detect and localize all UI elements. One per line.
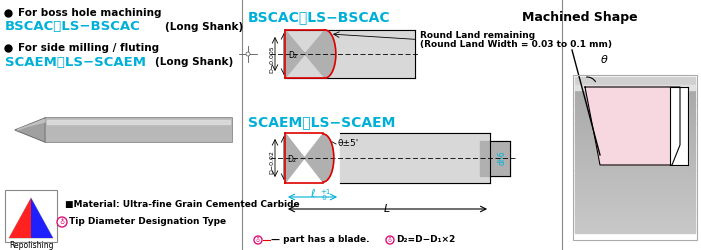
Polygon shape (575, 85, 695, 90)
Polygon shape (285, 133, 334, 183)
Text: For side milling / fluting: For side milling / fluting (18, 43, 159, 53)
Polygon shape (575, 77, 695, 90)
Text: ♁: ♁ (256, 237, 260, 243)
FancyBboxPatch shape (44, 118, 233, 142)
Polygon shape (575, 109, 695, 114)
Polygon shape (575, 218, 695, 223)
Text: 0: 0 (320, 195, 327, 201)
Polygon shape (575, 175, 695, 180)
Text: D−0.005: D−0.005 (269, 45, 275, 73)
Polygon shape (575, 156, 695, 162)
Polygon shape (575, 227, 695, 232)
Text: θ: θ (601, 55, 608, 65)
Polygon shape (575, 114, 695, 119)
Polygon shape (575, 152, 695, 157)
Text: D₂: D₂ (288, 52, 297, 60)
Polygon shape (285, 30, 336, 78)
Text: L: L (384, 204, 390, 214)
Text: D₂=D−D₁×2: D₂=D−D₁×2 (396, 236, 455, 244)
Polygon shape (575, 194, 695, 199)
Polygon shape (575, 166, 695, 171)
Polygon shape (575, 104, 695, 110)
Polygon shape (575, 137, 695, 142)
Polygon shape (575, 190, 695, 195)
Text: D₁+0.02: D₁+0.02 (287, 143, 293, 173)
Text: D₁+0.02: D₁+0.02 (287, 39, 293, 69)
Text: D−0.02: D−0.02 (269, 150, 275, 174)
Polygon shape (47, 120, 230, 124)
Text: D₂: D₂ (287, 156, 296, 164)
Text: Tip Diameter Designation Type: Tip Diameter Designation Type (69, 218, 226, 226)
Polygon shape (575, 199, 695, 204)
Text: Round Land remaining: Round Land remaining (420, 30, 535, 40)
Text: (Round Land Width = 0.03 to 0.1 mm): (Round Land Width = 0.03 to 0.1 mm) (420, 40, 612, 48)
Text: BSCAC／LS−BSCAC: BSCAC／LS−BSCAC (248, 10, 390, 24)
Text: +1: +1 (320, 189, 330, 195)
Polygon shape (340, 133, 490, 183)
Polygon shape (575, 222, 695, 228)
Polygon shape (575, 132, 695, 138)
Polygon shape (575, 170, 695, 176)
Polygon shape (575, 185, 695, 190)
Text: ♁: ♁ (60, 219, 64, 225)
Polygon shape (285, 30, 415, 78)
Text: (Long Shank): (Long Shank) (155, 57, 233, 67)
Text: Repolishing: Repolishing (8, 240, 53, 250)
Text: For boss hole machining: For boss hole machining (18, 8, 161, 18)
Polygon shape (575, 204, 695, 209)
Text: Corner Angle
Machining: Corner Angle Machining (597, 119, 674, 141)
Text: SCAEM／LS−SCAEM: SCAEM／LS−SCAEM (248, 115, 395, 129)
Text: ℓ: ℓ (310, 189, 314, 199)
Polygon shape (575, 213, 695, 218)
Text: (Long Shank): (Long Shank) (165, 22, 243, 32)
FancyBboxPatch shape (5, 190, 57, 242)
Polygon shape (575, 95, 695, 100)
Polygon shape (15, 118, 45, 142)
Polygon shape (575, 142, 695, 147)
Polygon shape (575, 118, 695, 124)
Polygon shape (575, 161, 695, 166)
Text: Machined Shape: Machined Shape (522, 12, 638, 24)
Circle shape (254, 236, 262, 244)
Circle shape (246, 52, 250, 56)
Polygon shape (17, 119, 45, 130)
Circle shape (57, 217, 67, 227)
Polygon shape (480, 140, 510, 175)
Text: ■Material: Ultra-fine Grain Cemented Carbide: ■Material: Ultra-fine Grain Cemented Car… (65, 200, 299, 209)
Text: ♁: ♁ (388, 237, 392, 243)
Polygon shape (9, 198, 31, 238)
Text: — part has a blade.: — part has a blade. (271, 236, 369, 244)
Polygon shape (575, 100, 695, 105)
Polygon shape (575, 123, 695, 128)
Polygon shape (585, 87, 680, 165)
Text: BSCAC／LS−BSCAC: BSCAC／LS−BSCAC (5, 20, 141, 34)
Polygon shape (575, 147, 695, 152)
Text: θ±5': θ±5' (338, 138, 359, 147)
Polygon shape (575, 208, 695, 214)
Circle shape (386, 236, 394, 244)
Polygon shape (31, 198, 53, 238)
Text: SCAEM／LS−SCAEM: SCAEM／LS−SCAEM (5, 56, 146, 68)
Polygon shape (575, 180, 695, 185)
Polygon shape (670, 87, 688, 165)
Polygon shape (575, 128, 695, 133)
Polygon shape (575, 90, 695, 95)
Text: dh6: dh6 (498, 151, 507, 165)
